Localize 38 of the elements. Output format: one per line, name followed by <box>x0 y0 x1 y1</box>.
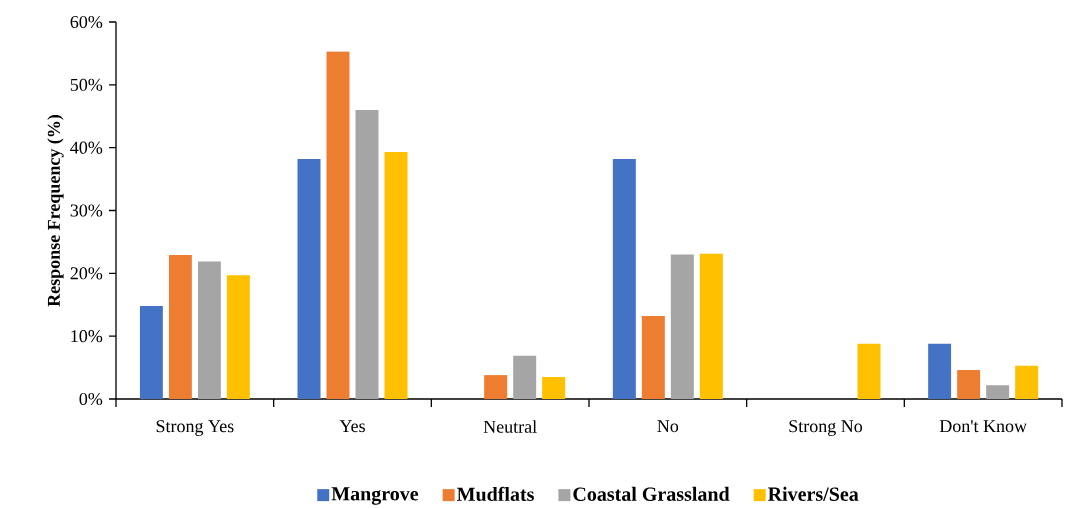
bar <box>986 385 1010 399</box>
x-tick-label: Strong No <box>789 420 863 436</box>
bar <box>857 343 881 399</box>
y-tick-label: 20% <box>70 267 103 280</box>
y-axis-title: Response Frequency (%) <box>47 114 64 307</box>
y-tick-label: 50% <box>70 78 103 91</box>
bar <box>226 275 250 399</box>
bar <box>612 158 636 399</box>
bar <box>326 51 350 399</box>
bar <box>542 377 566 399</box>
x-tick-label: Yes <box>339 420 365 433</box>
bar <box>513 355 537 399</box>
bar <box>928 343 952 399</box>
x-tick-label: Strong Yes <box>156 420 234 436</box>
bar <box>168 255 192 399</box>
bar <box>641 316 665 399</box>
x-tick-label: Neutral <box>483 420 537 433</box>
bar <box>957 370 981 399</box>
x-tick-label: No <box>657 420 679 433</box>
bar <box>484 375 508 399</box>
legend-label: Mangrove <box>331 487 419 505</box>
bar <box>197 261 221 399</box>
y-tick-label: 10% <box>71 330 103 343</box>
y-tick-label: 40% <box>70 141 103 154</box>
bar <box>699 253 723 399</box>
y-tick-label: 30% <box>70 204 103 217</box>
legend-label: Coastal Grassland <box>573 486 730 501</box>
legend-label: Rivers/Sea <box>768 486 859 501</box>
bar <box>384 152 408 399</box>
y-tick-label: 0% <box>79 392 103 406</box>
bar <box>297 158 321 399</box>
bar <box>355 109 379 399</box>
bar <box>670 254 694 399</box>
bar <box>1015 365 1039 399</box>
y-tick-label: 60% <box>70 15 103 29</box>
x-tick-label: Don't Know <box>939 420 1027 433</box>
bar <box>139 306 163 399</box>
legend-label: Mudflats <box>456 486 534 502</box>
